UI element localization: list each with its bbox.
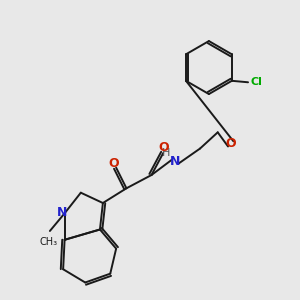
Text: H: H bbox=[162, 148, 170, 158]
Text: N: N bbox=[170, 155, 180, 168]
Text: Cl: Cl bbox=[250, 77, 262, 87]
Text: CH₃: CH₃ bbox=[39, 238, 58, 248]
Text: O: O bbox=[158, 141, 169, 154]
Text: O: O bbox=[108, 157, 119, 170]
Text: O: O bbox=[226, 137, 236, 150]
Text: N: N bbox=[57, 206, 68, 219]
